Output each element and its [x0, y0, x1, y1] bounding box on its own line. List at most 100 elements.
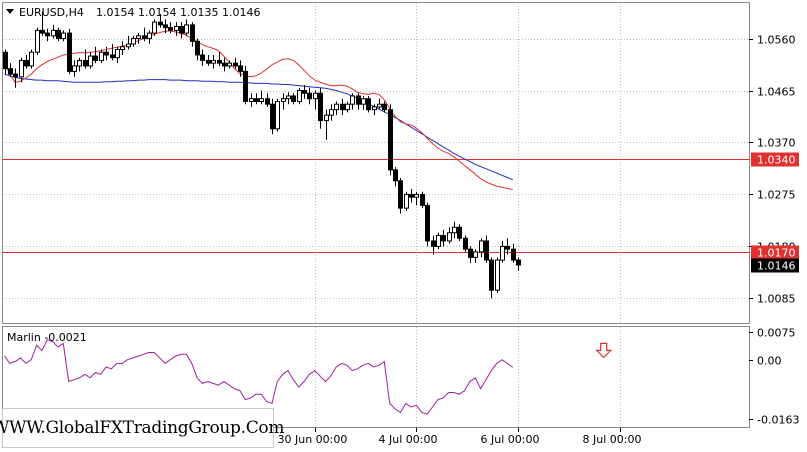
candle-body: [340, 103, 345, 111]
candle-body: [500, 245, 505, 261]
candle-body: [120, 46, 125, 50]
candle-body: [168, 27, 173, 31]
candle-body: [190, 24, 195, 42]
candle-body: [484, 240, 489, 261]
candle-body: [222, 62, 227, 67]
candle-body: [307, 92, 312, 100]
candle-body: [409, 193, 414, 198]
indicator-tick-label: 0.0075: [757, 327, 796, 340]
candle-body: [227, 62, 232, 67]
down-arrow-icon: [595, 342, 613, 359]
candle-body: [377, 103, 382, 108]
price-tick-label: 1.0465: [757, 86, 796, 99]
candle-body: [158, 21, 163, 26]
current-price-tag: [751, 258, 799, 273]
candle-body: [329, 109, 334, 116]
candle-body: [110, 54, 115, 59]
candle-body: [420, 193, 425, 206]
candle-body: [270, 103, 275, 130]
candle-body: [99, 51, 104, 61]
candle-body: [206, 59, 211, 64]
candle-body: [40, 29, 45, 34]
candle-body: [83, 59, 88, 67]
candle-body: [254, 98, 259, 102]
candle-body: [468, 248, 473, 258]
candle-body: [3, 51, 8, 70]
candle-body: [495, 259, 500, 291]
candle-body: [479, 240, 484, 253]
candle-body: [275, 100, 280, 130]
price-tick-label: 1.0370: [757, 137, 796, 150]
candle-body: [388, 109, 393, 171]
level-price-tag: [751, 245, 799, 260]
candle-body: [398, 180, 403, 209]
candle-body: [238, 65, 243, 72]
candle-body: [8, 68, 13, 75]
candle-body: [184, 24, 189, 34]
collapse-triangle-icon[interactable]: [6, 9, 14, 14]
candle-body: [24, 59, 29, 67]
indicator-plot: [4, 327, 621, 427]
candle-body: [243, 70, 248, 102]
ohlc-readout: 1.0154 1.0154 1.0135 1.0146: [96, 6, 260, 19]
candle-body: [452, 226, 457, 234]
candle-body: [356, 95, 361, 105]
candle-body: [313, 92, 318, 100]
candle-body: [345, 103, 350, 111]
candle-body: [61, 32, 66, 40]
candle-body: [447, 232, 452, 242]
candle-body: [505, 245, 510, 250]
candle-body: [51, 29, 56, 37]
candle-body: [302, 90, 307, 94]
candle-body: [126, 43, 131, 48]
candle-body: [136, 35, 141, 40]
candle-body: [286, 95, 291, 100]
candle-body: [324, 114, 329, 122]
candle-body: [152, 21, 157, 34]
symbol-label: EURUSD,H4: [19, 6, 84, 19]
candle-body: [104, 51, 109, 56]
price-tick-label: 1.0560: [757, 34, 796, 47]
candle-body: [404, 193, 409, 209]
candle-body: [195, 40, 200, 56]
candle-body: [259, 98, 264, 102]
candle-body: [67, 32, 72, 72]
price-tick-label: 1.0085: [757, 293, 796, 306]
candle-body: [72, 65, 77, 72]
level-price-label: 1.0170: [757, 247, 796, 260]
time-tick-label: 6 Jul 00:00: [481, 433, 540, 446]
candle-body: [473, 251, 478, 258]
indicator-tick-label: 0.00: [757, 355, 782, 368]
candle-body: [179, 26, 184, 34]
candle-body: [131, 38, 136, 45]
candle-body: [174, 26, 179, 31]
candle-body: [425, 204, 430, 242]
candle-body: [436, 234, 441, 247]
ma-long-line: [4, 73, 513, 181]
candle-body: [489, 259, 494, 291]
candle-body: [291, 95, 296, 102]
time-tick-label: 8 Jul 00:00: [583, 433, 642, 446]
candle-body: [516, 259, 521, 266]
candle-body: [265, 98, 270, 105]
candle-body: [163, 24, 168, 29]
candle-body: [93, 55, 98, 61]
time-tick-label: 4 Jul 00:00: [379, 433, 438, 446]
indicator-label: Marlin -0.0021: [7, 331, 87, 344]
candle-body: [382, 103, 387, 111]
candle-body: [217, 59, 222, 64]
candle-body: [511, 248, 516, 261]
candle-body: [318, 92, 323, 122]
candle-body: [414, 193, 419, 198]
candle-body: [147, 32, 152, 40]
candle-body: [13, 73, 18, 78]
watermark: WWW.GlobalFXTradingGroup.Com: [0, 408, 284, 448]
candle-body: [297, 90, 302, 102]
candle-body: [393, 169, 398, 182]
price-plot: [3, 3, 749, 323]
candle-body: [45, 32, 50, 37]
candle-body: [366, 98, 371, 111]
candle-body: [200, 54, 205, 61]
ma-short-line: [4, 30, 513, 190]
